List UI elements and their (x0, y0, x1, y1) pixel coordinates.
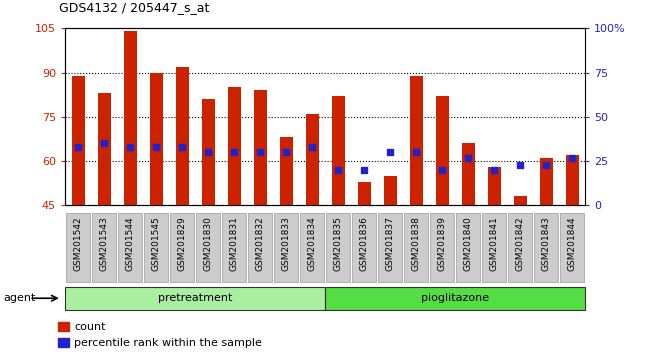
FancyBboxPatch shape (144, 213, 168, 282)
Bar (150, 73, 162, 205)
Text: GSM201836: GSM201836 (359, 216, 369, 271)
Text: GSM201835: GSM201835 (333, 216, 343, 271)
Text: GSM201834: GSM201834 (307, 216, 317, 271)
Bar (566, 155, 578, 205)
FancyBboxPatch shape (170, 213, 194, 282)
Text: GSM201844: GSM201844 (567, 216, 577, 270)
Text: GSM201542: GSM201542 (73, 216, 83, 270)
Bar (384, 176, 396, 205)
Bar (72, 75, 84, 205)
Text: GSM201843: GSM201843 (541, 216, 551, 271)
Text: GSM201837: GSM201837 (385, 216, 395, 271)
FancyBboxPatch shape (274, 213, 298, 282)
Bar (540, 158, 552, 205)
FancyBboxPatch shape (325, 287, 585, 310)
Text: GSM201839: GSM201839 (437, 216, 447, 271)
Text: GSM201832: GSM201832 (255, 216, 265, 271)
FancyBboxPatch shape (456, 213, 480, 282)
Text: GSM201544: GSM201544 (125, 216, 135, 270)
Bar (306, 114, 318, 205)
FancyBboxPatch shape (482, 213, 506, 282)
Bar (254, 90, 266, 205)
FancyBboxPatch shape (326, 213, 350, 282)
Text: pioglitazone: pioglitazone (421, 293, 489, 303)
Text: GSM201842: GSM201842 (515, 216, 525, 270)
FancyBboxPatch shape (508, 213, 532, 282)
Text: GSM201829: GSM201829 (177, 216, 187, 271)
FancyBboxPatch shape (404, 213, 428, 282)
FancyBboxPatch shape (430, 213, 454, 282)
Text: GSM201545: GSM201545 (151, 216, 161, 271)
FancyBboxPatch shape (92, 213, 116, 282)
Text: GSM201841: GSM201841 (489, 216, 499, 271)
FancyBboxPatch shape (65, 287, 325, 310)
Text: GSM201840: GSM201840 (463, 216, 473, 271)
Bar (176, 67, 188, 205)
FancyBboxPatch shape (378, 213, 402, 282)
Bar (358, 182, 370, 205)
FancyBboxPatch shape (352, 213, 376, 282)
Text: pretreatment: pretreatment (158, 293, 232, 303)
Bar (436, 96, 448, 205)
Bar (227, 87, 240, 205)
Bar (332, 96, 344, 205)
Bar (98, 93, 111, 205)
FancyBboxPatch shape (196, 213, 220, 282)
Bar (124, 31, 136, 205)
Text: GSM201833: GSM201833 (281, 216, 291, 271)
Text: GDS4132 / 205447_s_at: GDS4132 / 205447_s_at (58, 1, 209, 14)
Text: agent: agent (3, 293, 36, 303)
Text: GSM201838: GSM201838 (411, 216, 421, 271)
FancyBboxPatch shape (222, 213, 246, 282)
Bar (280, 137, 292, 205)
Text: GSM201831: GSM201831 (229, 216, 239, 271)
Bar (410, 75, 422, 205)
Text: GSM201830: GSM201830 (203, 216, 213, 271)
FancyBboxPatch shape (560, 213, 584, 282)
FancyBboxPatch shape (534, 213, 558, 282)
Bar (462, 143, 474, 205)
Text: GSM201543: GSM201543 (99, 216, 109, 271)
Bar (488, 167, 500, 205)
FancyBboxPatch shape (248, 213, 272, 282)
Bar (514, 196, 526, 205)
Bar (202, 99, 214, 205)
FancyBboxPatch shape (300, 213, 324, 282)
Legend: count, percentile rank within the sample: count, percentile rank within the sample (58, 322, 262, 348)
FancyBboxPatch shape (118, 213, 142, 282)
FancyBboxPatch shape (66, 213, 90, 282)
